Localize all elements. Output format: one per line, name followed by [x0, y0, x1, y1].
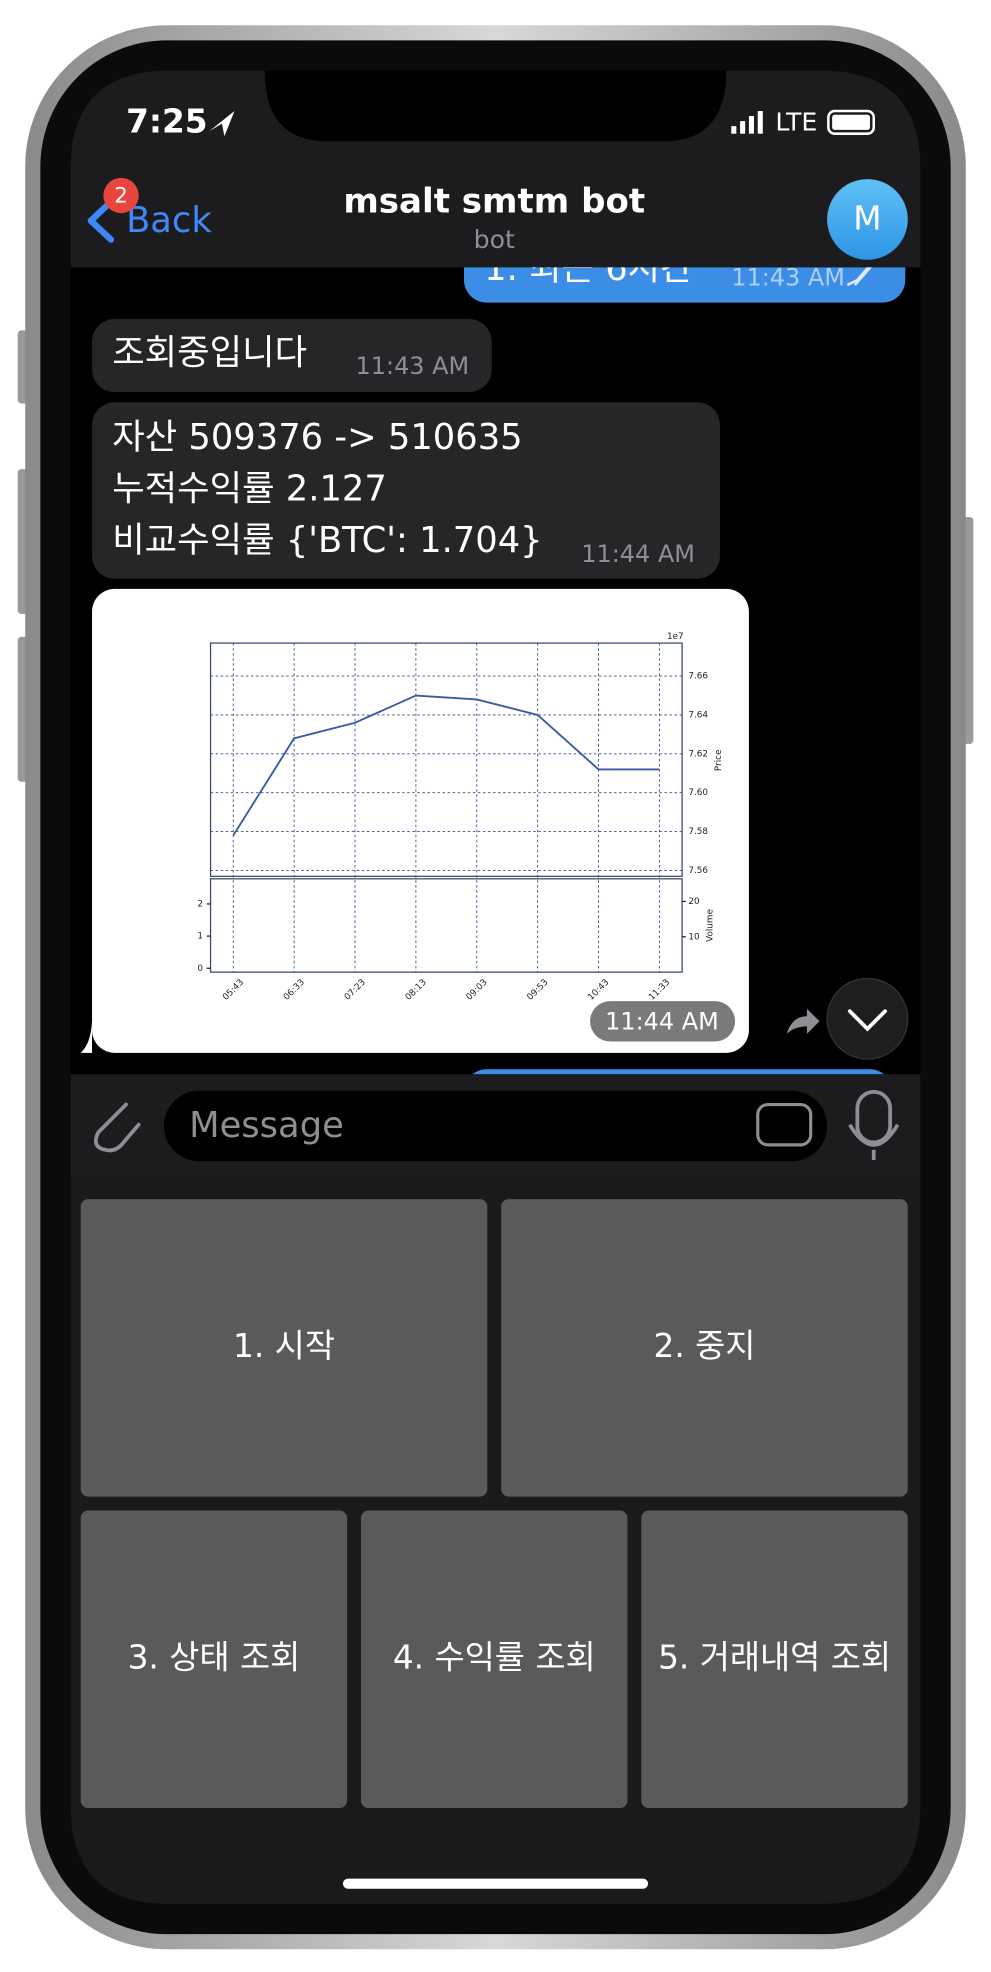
message-time: 11:43 AM: [356, 352, 470, 380]
keyboard-buttons: 1. 시작 2. 중지 3. 상태 조회 4. 수익률 조회 5. 거래내역 조회: [80, 1199, 908, 1809]
y-tick-label: 7.66: [688, 672, 708, 682]
home-indicator: [342, 1878, 649, 1889]
message-line: 자산 509376 -> 510635: [112, 417, 522, 458]
forward-icon[interactable]: [786, 1008, 820, 1034]
y-tick-label: 7.62: [688, 749, 708, 759]
back-chevron: [87, 198, 115, 243]
avatar[interactable]: [827, 179, 908, 260]
message-time: 11:44 AM: [581, 540, 695, 568]
y2-tick-label: 20: [688, 897, 700, 907]
status-time: 7:25: [126, 103, 208, 141]
keyboard-button[interactable]: 1. 시작: [80, 1199, 488, 1497]
incoming-bubble: [92, 319, 492, 393]
y2-tick-label: 10: [688, 932, 700, 942]
outgoing-bubble: [463, 267, 906, 303]
message-text: 조회중입니다: [112, 332, 307, 373]
button-bg: [361, 1510, 628, 1809]
message-text: 1. 최근 6시간: [484, 248, 692, 289]
network-label: LTE: [775, 108, 817, 137]
offset-label: 1e7: [667, 632, 684, 642]
message-input[interactable]: [163, 1090, 828, 1162]
chat-subtitle: bot: [474, 225, 515, 254]
unread-badge: [103, 177, 139, 214]
badge-count: 2: [114, 184, 128, 209]
chevron-down: [847, 1009, 887, 1032]
keyboard-button[interactable]: 4. 수익률 조회: [361, 1510, 628, 1809]
input-placeholder: Message: [189, 1105, 344, 1146]
y-tick-label: 7.60: [688, 788, 708, 798]
volume-panel: [209, 878, 683, 973]
chat-area: 1. 최근 6시간 11:43 AM 조회중입니다 11:43 AM 자산 50…: [80, 248, 909, 1075]
message-line: 누적수익률 2.127: [112, 469, 387, 510]
mic-stand: [848, 1123, 900, 1160]
chat-title: msalt smtm bot: [343, 182, 645, 222]
outgoing-bubble: [472, 1069, 885, 1075]
price-panel: [209, 642, 683, 877]
button-bg: [501, 1199, 908, 1497]
message-line: 비교수익률 {'BTC': 1.704}: [112, 520, 542, 561]
battery-level: [832, 114, 870, 130]
incoming-bubble: [92, 402, 720, 579]
y-tick-label: 7.64: [688, 710, 708, 720]
button-bg: [80, 1199, 488, 1497]
bubble-tail: [80, 1021, 93, 1053]
battery-icon: [827, 109, 876, 135]
price-line: [232, 694, 660, 836]
keyboard-button[interactable]: 2. 중지: [501, 1199, 908, 1497]
keyboard-button[interactable]: 3. 상태 조회: [80, 1510, 348, 1809]
button-label: 1. 시작: [233, 1327, 335, 1365]
button-label: 2. 중지: [653, 1327, 755, 1365]
back-button[interactable]: Back 2: [87, 177, 213, 243]
y-axis-label: Price: [714, 750, 724, 772]
button-bg: [641, 1510, 908, 1809]
message-time: 11:43 AM: [731, 264, 845, 292]
y-tick-label: 2: [197, 899, 203, 909]
avatar-initial: M: [853, 200, 881, 238]
mic-button[interactable]: [855, 1090, 893, 1145]
time-pill: [590, 1001, 736, 1042]
button-label: 5. 거래내역 조회: [658, 1638, 891, 1676]
y-tick-label: 0: [197, 964, 203, 974]
y-tick-label: 7.56: [688, 866, 708, 876]
y-tick-label: 1: [197, 932, 203, 942]
notch: [264, 70, 727, 142]
y2-axis-label: Volume: [705, 909, 715, 942]
message-time: 11:44 AM: [605, 1008, 719, 1036]
read-check: [846, 267, 872, 287]
image-bubble[interactable]: [92, 588, 749, 1053]
keyboard-toggle[interactable]: [756, 1102, 813, 1147]
location-icon: [209, 110, 235, 137]
y-tick-label: 7.58: [688, 827, 708, 837]
button-label: 4. 수익률 조회: [393, 1638, 596, 1676]
attach-button[interactable]: [93, 1102, 141, 1153]
signal-icon: [731, 110, 763, 134]
keyboard-button[interactable]: 5. 거래내역 조회: [641, 1510, 908, 1809]
button-label: 3. 상태 조회: [128, 1638, 301, 1676]
button-bg: [80, 1510, 348, 1809]
scroll-down-button[interactable]: [826, 977, 909, 1060]
back-label: Back: [126, 200, 212, 241]
